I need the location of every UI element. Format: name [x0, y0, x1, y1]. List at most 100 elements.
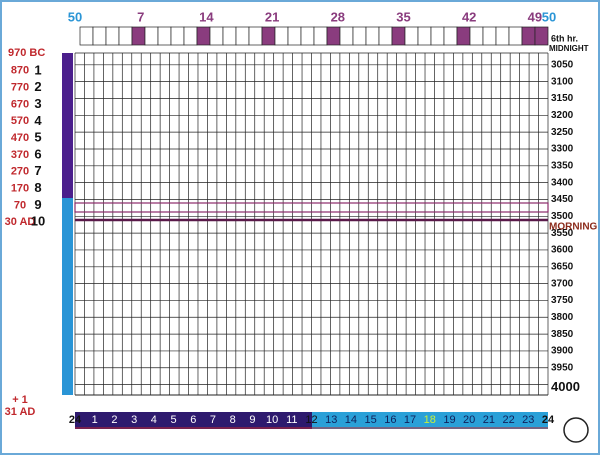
top-box: [209, 26, 224, 46]
hour-label: 19: [443, 414, 455, 426]
top-box: [404, 26, 419, 46]
right-label: 3950: [551, 362, 574, 373]
period-number: 7: [34, 163, 41, 178]
top-box: [534, 26, 549, 46]
period-number: 5: [34, 130, 41, 145]
period-number: 3: [34, 96, 41, 111]
hour-label: 13: [325, 414, 337, 426]
seal: [563, 417, 589, 443]
top-box: [222, 26, 237, 46]
top-box: [365, 26, 380, 46]
hour-label: 5: [170, 414, 176, 426]
hour-label: 8: [230, 414, 236, 426]
era-bar-blue: [62, 198, 73, 395]
top-box: [313, 26, 328, 46]
top-number: 50: [542, 9, 556, 24]
era-bar-purple: [62, 53, 73, 198]
top-box: [326, 26, 341, 46]
hour-label: 22: [502, 414, 514, 426]
period-number: 4: [34, 113, 42, 128]
right-label: 3400: [551, 177, 574, 188]
right-label: 3500: [551, 211, 574, 222]
hour-label: 15: [365, 414, 377, 426]
year-label: 470: [11, 132, 29, 144]
hour-label: 2: [111, 414, 117, 426]
top-box: [183, 26, 198, 46]
right-label: 3450: [551, 194, 574, 205]
top-number: 35: [396, 9, 410, 24]
top-number: 7: [137, 9, 144, 24]
top-box: [430, 26, 445, 46]
hour-label: 4: [151, 414, 157, 426]
hour-label: 24: [542, 414, 555, 426]
year-label: 870: [11, 65, 29, 77]
grid: [62, 26, 589, 443]
top-box: [287, 26, 302, 46]
right-label: 3750: [551, 295, 574, 306]
hour-label: 14: [345, 414, 357, 426]
top-box: [352, 26, 367, 46]
top-number: 14: [199, 9, 214, 24]
hour-label: 16: [384, 414, 396, 426]
top-number: 49: [528, 9, 542, 24]
top-box: [248, 26, 263, 46]
hour-label: 6: [190, 414, 196, 426]
right-label: 3050: [551, 59, 574, 70]
top-box: [443, 26, 458, 46]
band: [74, 202, 549, 213]
right-label: 3200: [551, 110, 574, 121]
year-label: 30 AD: [5, 216, 36, 228]
right-label: 3550: [551, 228, 574, 239]
top-box: [391, 26, 406, 46]
right-top: 6th hr.: [551, 33, 578, 43]
hour-label: 12: [305, 414, 317, 426]
year-label: 770: [11, 82, 29, 94]
hour-label: 17: [404, 414, 416, 426]
top-number: 42: [462, 9, 476, 24]
right-top: MIDNIGHT: [549, 44, 589, 53]
period-number: 9: [34, 197, 41, 212]
top-box: [521, 26, 536, 46]
top-number: 50: [68, 9, 82, 24]
right-label: 3600: [551, 245, 574, 256]
top-box: [196, 26, 211, 46]
right-label: 3150: [551, 93, 574, 104]
top-box: [456, 26, 471, 46]
top-box: [131, 26, 146, 46]
hour-label: 23: [522, 414, 534, 426]
top-box: [235, 26, 250, 46]
top-box: [261, 26, 276, 46]
hour-label: 10: [266, 414, 278, 426]
year-label: 370: [11, 149, 29, 161]
top-box: [495, 26, 510, 46]
top-box: [92, 26, 107, 46]
right-label: 4000: [551, 379, 580, 394]
hour-label: 20: [463, 414, 475, 426]
right-label: 3700: [551, 278, 574, 289]
top-box: [378, 26, 393, 46]
period-number: 1: [34, 62, 41, 77]
right-label: 3900: [551, 346, 574, 357]
top-box: [105, 26, 120, 46]
period-number: 6: [34, 146, 41, 161]
right-label: 3850: [551, 329, 574, 340]
year-label: 570: [11, 115, 29, 127]
right-label: 3300: [551, 144, 574, 155]
hour-bar-light: [312, 412, 548, 429]
hour-label: 11: [286, 414, 297, 426]
year-extra: 31 AD: [5, 406, 36, 418]
top-box: [469, 26, 484, 46]
period-number: 10: [31, 214, 45, 229]
right-morning: MORNING: [549, 222, 598, 233]
period-number: 8: [34, 180, 41, 195]
hour-label: 9: [249, 414, 255, 426]
top-box: [79, 26, 94, 46]
top-box: [170, 26, 185, 46]
year-label: 970 BC: [8, 47, 45, 59]
hour-label: 3: [131, 414, 137, 426]
top-box: [339, 26, 354, 46]
right-label: 3350: [551, 160, 574, 171]
